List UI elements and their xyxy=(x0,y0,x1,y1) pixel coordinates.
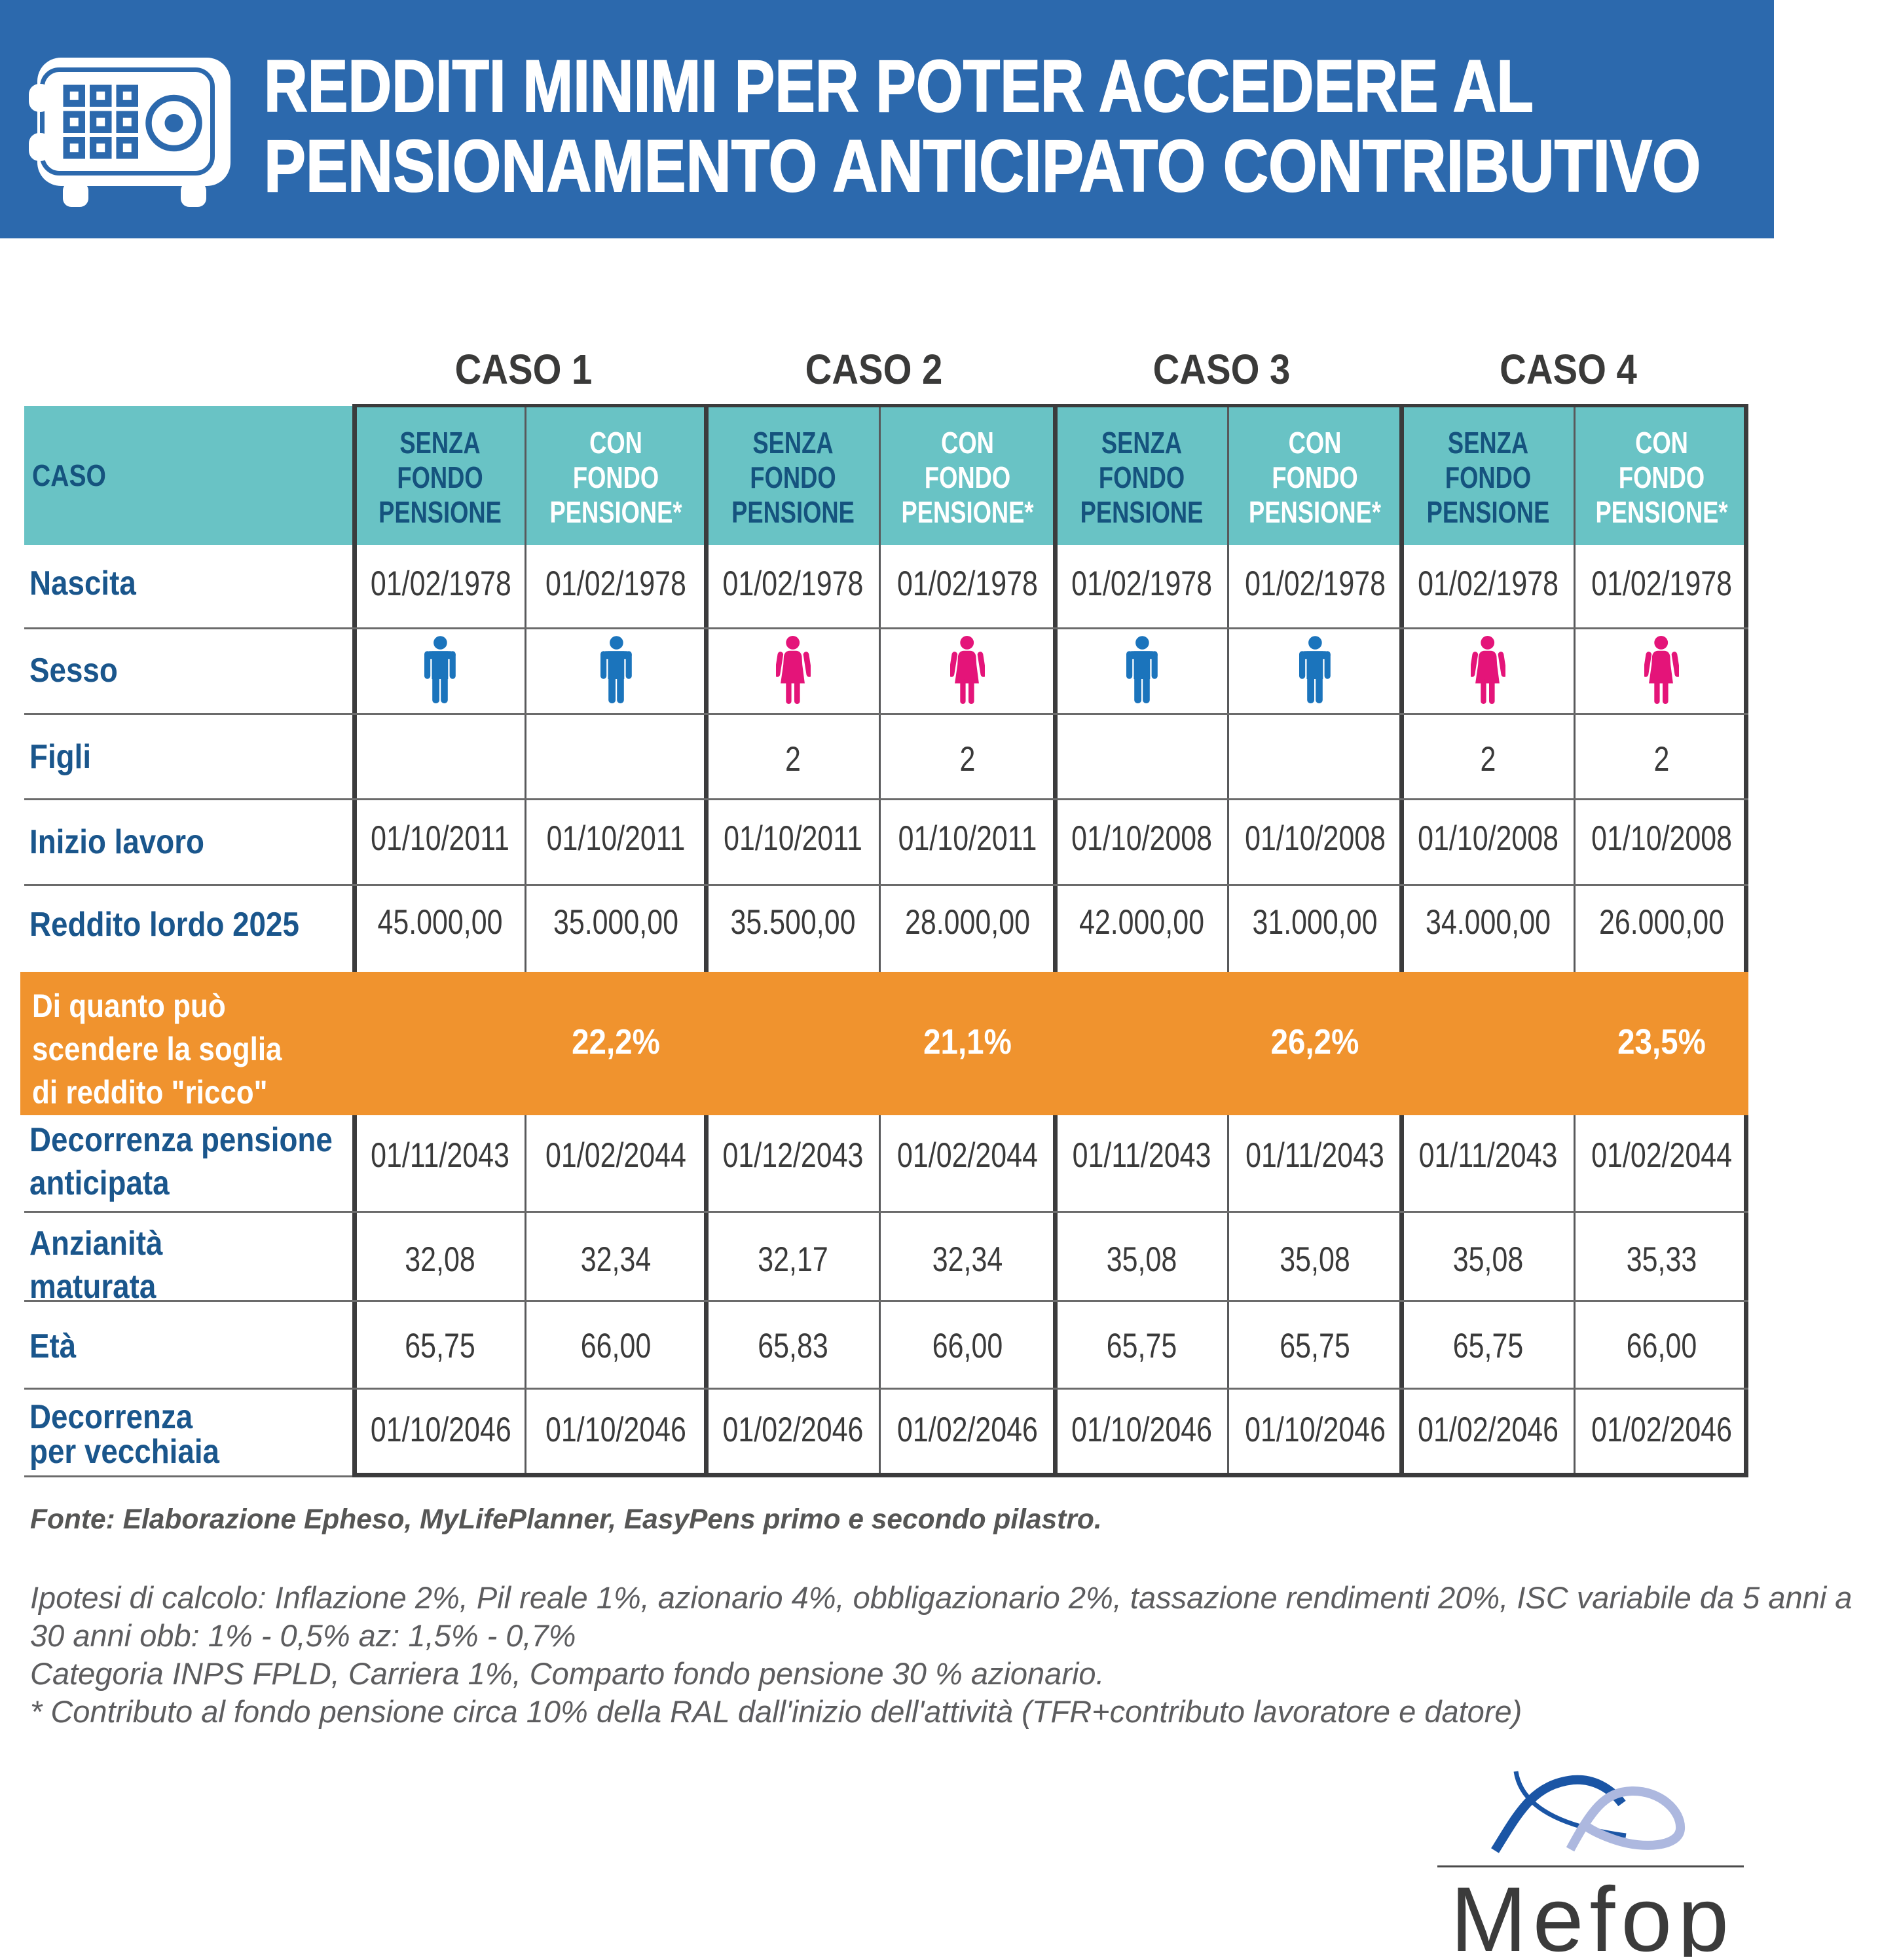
svg-text:Mefop: Mefop xyxy=(1450,1868,1735,1957)
